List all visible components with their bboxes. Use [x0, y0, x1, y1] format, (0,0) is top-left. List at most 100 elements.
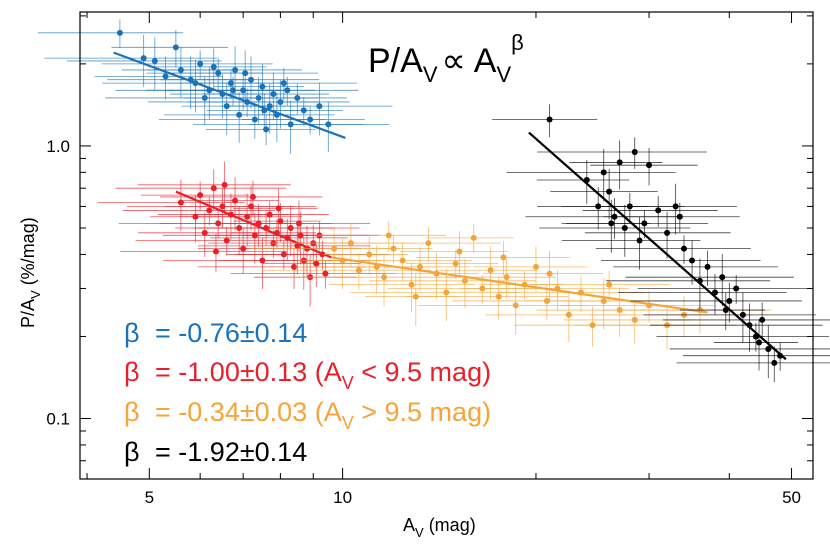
data-point — [503, 274, 510, 281]
data-point — [313, 260, 320, 267]
data-point — [270, 91, 277, 98]
legend: β = -0.76±0.14 β = -1.00±0.13 (AV < 9.5 … — [124, 318, 491, 467]
data-point — [295, 220, 302, 227]
data-point — [719, 274, 726, 281]
data-point — [277, 98, 284, 105]
y-axis-label: P/AV (%/mag) — [18, 217, 43, 328]
data-point — [636, 237, 643, 244]
data-point — [325, 121, 332, 128]
data-point — [452, 260, 459, 267]
data-point — [151, 57, 158, 64]
data-point — [646, 162, 653, 169]
data-point — [177, 199, 184, 206]
data-point — [230, 87, 237, 94]
data-point — [210, 63, 217, 70]
data-point — [759, 316, 766, 323]
tick-layer: 5 10 50 0.1 1.0 — [46, 12, 813, 507]
data-point — [244, 213, 251, 220]
data-point — [631, 149, 638, 156]
data-point — [546, 116, 553, 123]
data-point — [275, 205, 282, 212]
data-point — [704, 263, 711, 270]
data-point — [680, 245, 687, 252]
legend-entry-orange: β = -0.34±0.03 (AV > 9.5 mag) — [124, 397, 491, 433]
x-tick-label: 10 — [333, 488, 352, 507]
fit-line — [528, 131, 787, 361]
data-point — [399, 257, 406, 264]
data-point — [487, 267, 494, 274]
data-point — [565, 311, 572, 318]
data-point — [733, 285, 740, 292]
data-point — [600, 169, 607, 176]
plot-frame — [79, 11, 814, 480]
data-point — [206, 207, 213, 214]
data-point — [322, 270, 329, 277]
data-point — [425, 240, 432, 247]
data-point — [259, 83, 266, 90]
data-point — [307, 116, 314, 123]
legend-entry-red: β = -1.00±0.13 (AV < 9.5 mag) — [124, 357, 491, 393]
data-point — [495, 293, 502, 300]
chart-title: P/AV ∝ AVβ — [368, 30, 524, 87]
data-layer — [38, 19, 830, 382]
data-point — [512, 302, 519, 309]
data-point — [381, 274, 388, 281]
y-tick-label: 1.0 — [46, 137, 70, 156]
data-point — [266, 211, 273, 218]
data-point — [532, 263, 539, 270]
data-point — [284, 87, 291, 94]
data-point — [600, 297, 607, 304]
data-point — [232, 197, 239, 204]
data-point — [385, 232, 392, 239]
data-point — [172, 44, 179, 51]
data-point — [655, 207, 662, 214]
y-tick-label: 0.1 — [46, 410, 70, 429]
data-point — [664, 229, 671, 236]
legend-entry-blue: β = -0.76±0.14 — [124, 318, 307, 348]
fit-line — [113, 51, 346, 139]
x-tick-label: 50 — [782, 488, 801, 507]
data-point — [201, 94, 208, 101]
data-point — [355, 267, 362, 274]
data-point — [606, 281, 613, 288]
data-point — [608, 220, 615, 227]
data-point — [606, 188, 613, 195]
x-tick-label: 5 — [145, 488, 154, 507]
data-point — [456, 248, 463, 255]
data-point — [726, 297, 733, 304]
data-point — [162, 73, 169, 80]
data-point — [621, 224, 628, 231]
data-point — [242, 70, 249, 77]
series-2 — [248, 220, 772, 350]
data-point — [210, 185, 217, 192]
data-point — [672, 203, 679, 210]
data-point — [294, 94, 301, 101]
data-point — [689, 257, 696, 264]
data-point — [116, 29, 123, 36]
data-point — [331, 245, 338, 252]
data-point — [417, 263, 424, 270]
data-point — [197, 60, 204, 67]
data-point — [412, 293, 419, 300]
data-point — [461, 277, 468, 284]
data-point — [676, 213, 683, 220]
data-point — [140, 55, 147, 62]
data-point — [366, 251, 373, 258]
data-point — [316, 103, 323, 110]
data-point — [443, 289, 450, 296]
data-point — [756, 339, 763, 346]
data-point — [212, 248, 219, 255]
data-point — [232, 66, 239, 73]
data-point — [248, 76, 255, 83]
data-point — [470, 234, 477, 241]
data-point — [390, 245, 397, 252]
data-point — [287, 224, 294, 231]
data-point — [771, 359, 778, 366]
data-point — [280, 80, 287, 87]
series-0 — [38, 19, 393, 154]
data-point — [631, 316, 638, 323]
x-axis-label: AV (mag) — [403, 515, 476, 540]
data-point — [739, 311, 746, 318]
legend-entry-black: β = -1.92±0.14 — [124, 437, 307, 467]
